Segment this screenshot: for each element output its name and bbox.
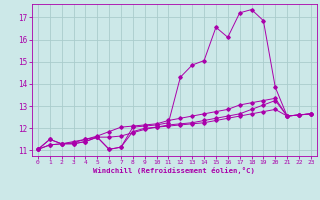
X-axis label: Windchill (Refroidissement éolien,°C): Windchill (Refroidissement éolien,°C): [93, 167, 255, 174]
